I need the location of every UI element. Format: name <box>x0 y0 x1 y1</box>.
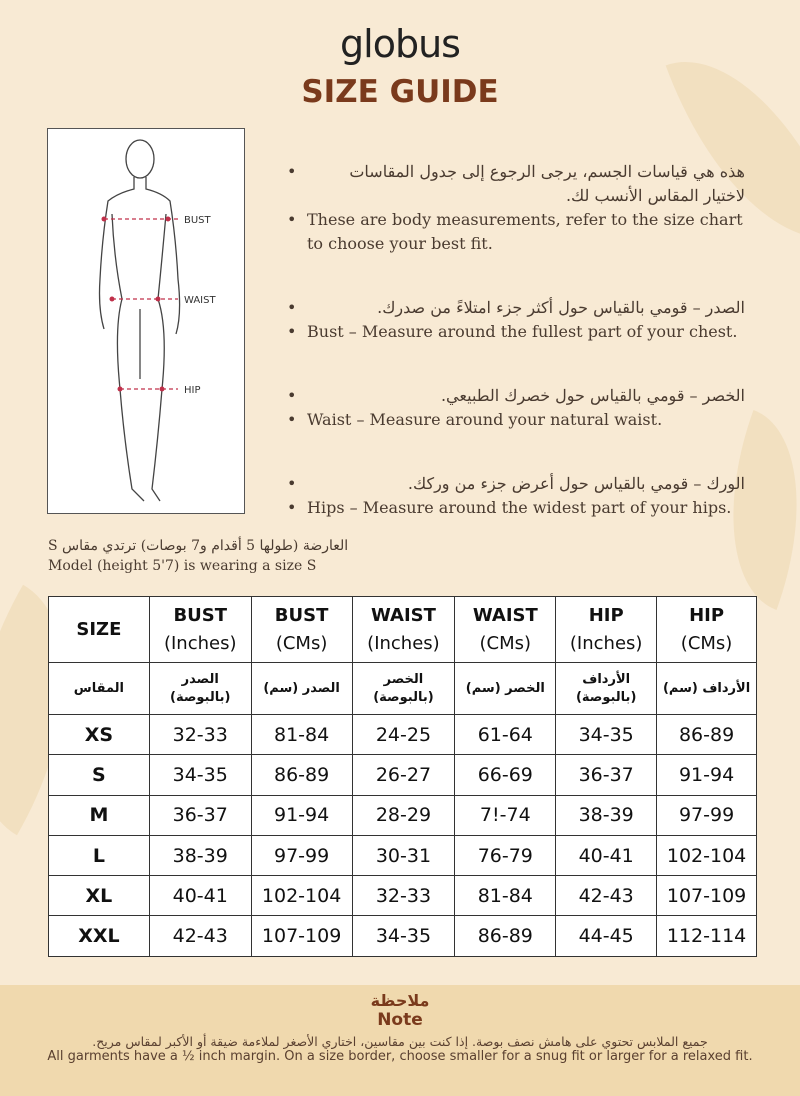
column-header-ar: الأرداف (سم) <box>656 662 757 715</box>
table-cell: 91-94 <box>656 754 757 796</box>
note-text-ar: جميع الملابس تحتوي على هامش نصف بوصة. إذ… <box>92 1034 708 1049</box>
column-header: SIZE <box>48 596 150 663</box>
table-cell: 97-99 <box>656 794 757 836</box>
size-chart-table: SIZE BUST (Inches) BUST (CMs) WAIST (Inches) WA… <box>48 596 757 957</box>
table-cell: 38-39 <box>148 834 252 877</box>
instruction-en: These are body measurements, refer to th… <box>285 208 745 256</box>
header-row-ar: المقاس الصدر (بالبوصة) الصدر (سم) الخصر (با… <box>48 662 757 715</box>
table-cell: XS <box>48 713 150 756</box>
table-cell: 38-39 <box>555 794 658 836</box>
table-cell: 86-89 <box>250 754 353 796</box>
instruction-ar: هذه هي قياسات الجسم، يرجى الرجوع إلى جدو… <box>349 162 745 205</box>
table-cell: 76-79 <box>454 834 557 877</box>
table-cell: 30-31 <box>351 834 456 877</box>
instruction-ar: الصدر – قومي بالقياس حول أكثر جزء امتلاء… <box>377 298 745 317</box>
table-cell: L <box>48 834 150 877</box>
table-cell: 34-35 <box>148 754 252 796</box>
table-cell: 44-45 <box>555 915 658 957</box>
page-title: SIZE GUIDE <box>301 74 499 110</box>
table-cell: 28-29 <box>351 794 456 836</box>
header-row: SIZE BUST (Inches) BUST (CMs) WAIST (Inches) WA… <box>48 596 757 663</box>
table-cell: 36-37 <box>148 794 252 836</box>
model-info-ar: العارضة (طولها 5 أقدام و7 بوصات) ترتدي م… <box>48 538 349 554</box>
table-cell: 61-64 <box>454 713 557 756</box>
column-header: HIP (Inches) <box>555 596 658 663</box>
table-cell: 24-25 <box>351 713 456 756</box>
table-row: XS 32-33 81-84 24-25 61-64 34-35 86-89 <box>48 713 757 756</box>
table-cell: 81-84 <box>454 875 557 917</box>
model-info-en: Model (height 5'7) is wearing a size S <box>48 558 317 574</box>
instruction-general: هذه هي قياسات الجسم، يرجى الرجوع إلى جدو… <box>285 160 745 256</box>
table-row: XXL 42-43 107-109 34-35 86-89 44-45 112-114 <box>48 915 757 957</box>
table-cell: 91-94 <box>250 794 353 836</box>
brand-logo: globus <box>340 22 461 66</box>
table-cell: 86-89 <box>454 915 557 957</box>
note-title-ar: ملاحظة <box>370 991 430 1010</box>
note-section: ملاحظة Note جميع الملابس تحتوي على هامش … <box>0 985 800 1096</box>
instruction-ar: الخصر – قومي بالقياس حول خصرك الطبيعي. <box>440 386 745 405</box>
table-cell: M <box>48 794 150 836</box>
column-header: WAIST (Inches) <box>351 596 456 663</box>
table-cell: 7!-74 <box>454 794 557 836</box>
table-cell: XXL <box>48 915 150 957</box>
model-info: العارضة (طولها 5 أقدام و7 بوصات) ترتدي م… <box>48 536 353 576</box>
column-header-ar: الأرداف (بالبوصة) <box>555 662 658 715</box>
table-cell: 32-33 <box>351 875 456 917</box>
table-cell: 36-37 <box>555 754 658 796</box>
table-row: S 34-35 86-89 26-27 66-69 36-37 91-94 <box>48 754 757 796</box>
instruction-en: Hips – Measure around the widest part of… <box>285 496 745 520</box>
table-cell: 26-27 <box>351 754 456 796</box>
table-cell: 102-104 <box>250 875 353 917</box>
column-header: WAIST (CMs) <box>454 596 557 663</box>
instructions-list: هذه هي قياسات الجسم، يرجى الرجوع إلى جدو… <box>285 160 745 560</box>
table-cell: 34-35 <box>555 713 658 756</box>
instruction-hips: الورك – قومي بالقياس حول أعرض جزء من ورك… <box>285 472 745 520</box>
waist-label: WAIST <box>184 295 216 306</box>
table-row: M 36-37 91-94 28-29 7!-74 38-39 97-99 <box>48 794 757 836</box>
note-title-en: Note <box>377 1010 423 1030</box>
instruction-bust: الصدر – قومي بالقياس حول أكثر جزء امتلاء… <box>285 296 745 344</box>
table-cell: 42-43 <box>555 875 658 917</box>
column-header-ar: المقاس <box>48 662 150 715</box>
table-cell: 107-109 <box>656 875 757 917</box>
column-header-ar: الصدر (بالبوصة) <box>148 662 252 715</box>
body-measurement-figure: BUST WAIST HIP <box>47 128 245 514</box>
instruction-en: Bust – Measure around the fullest part o… <box>285 320 745 344</box>
table-cell: 34-35 <box>351 915 456 957</box>
table-cell: XL <box>48 875 150 917</box>
note-text-en: All garments have a ½ inch margin. On a … <box>47 1049 753 1064</box>
table-row: XL 40-41 102-104 32-33 81-84 42-43 107-109 <box>48 875 757 917</box>
table-cell: 40-41 <box>555 834 658 877</box>
column-header-ar: الخصر (سم) <box>454 662 557 715</box>
table-cell: 107-109 <box>250 915 353 957</box>
table-cell: 40-41 <box>148 875 252 917</box>
table-cell: 66-69 <box>454 754 557 796</box>
column-header-ar: الصدر (سم) <box>250 662 353 715</box>
table-cell: 81-84 <box>250 713 353 756</box>
table-cell: 32-33 <box>148 713 252 756</box>
table-cell: 97-99 <box>250 834 353 877</box>
table-cell: 42-43 <box>148 915 252 957</box>
table-cell: 112-114 <box>656 915 757 957</box>
table-cell: 102-104 <box>656 834 757 877</box>
table-cell: S <box>48 754 150 796</box>
instruction-waist: الخصر – قومي بالقياس حول خصرك الطبيعي. W… <box>285 384 745 432</box>
column-header: BUST (CMs) <box>250 596 353 663</box>
instruction-en: Waist – Measure around your natural wais… <box>285 408 745 432</box>
column-header: HIP (CMs) <box>656 596 757 663</box>
instruction-ar: الورك – قومي بالقياس حول أعرض جزء من ورك… <box>407 474 745 493</box>
column-header-ar: الخصر (بالبوصة) <box>351 662 456 715</box>
table-row: L 38-39 97-99 30-31 76-79 40-41 102-104 <box>48 834 757 877</box>
hip-label: HIP <box>184 385 201 396</box>
column-header: BUST (Inches) <box>148 596 252 663</box>
table-cell: 86-89 <box>656 713 757 756</box>
bust-label: BUST <box>184 215 212 226</box>
body-outline-icon <box>98 139 181 502</box>
